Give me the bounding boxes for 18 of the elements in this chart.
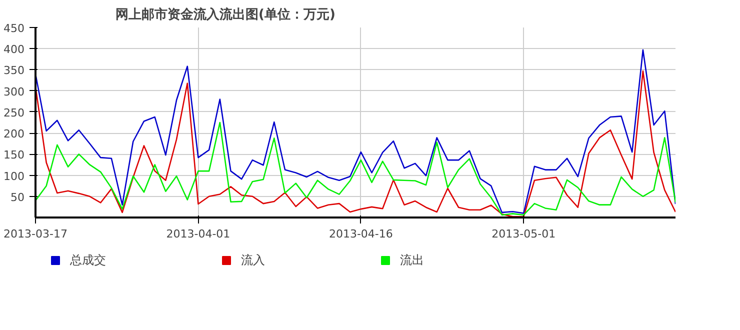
y-tick-label: 50 bbox=[10, 190, 25, 204]
line-series bbox=[36, 122, 676, 216]
y-tick-label: 200 bbox=[4, 128, 25, 141]
x-tick-label: 2013-04-01 bbox=[166, 228, 230, 240]
y-tick-label: 100 bbox=[4, 170, 25, 183]
y-tick-label: 150 bbox=[4, 148, 25, 162]
y-tick-label: 350 bbox=[4, 64, 25, 78]
y-tick-label: 300 bbox=[4, 85, 25, 98]
y-tick-label: 400 bbox=[4, 43, 25, 56]
x-tick-label: 2013-04-16 bbox=[328, 228, 393, 240]
legend-label: 流出 bbox=[400, 252, 424, 268]
y-tick-label: 250 bbox=[4, 106, 25, 120]
x-tick-label: 2013-05-01 bbox=[492, 228, 556, 240]
x-tick-label: 2013-03-17 bbox=[4, 228, 68, 240]
legend-label: 总成交 bbox=[70, 252, 106, 268]
y-tick-label: 450 bbox=[4, 22, 25, 35]
chart-title: 网上邮市资金流入流出图(单位：万元) bbox=[116, 6, 336, 22]
legend-label: 流入 bbox=[241, 252, 265, 268]
